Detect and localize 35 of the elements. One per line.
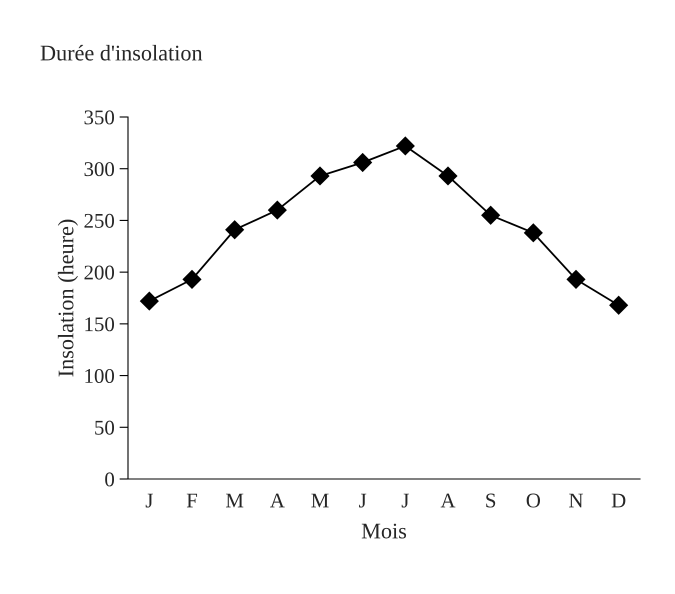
point bbox=[225, 220, 244, 240]
point bbox=[396, 136, 415, 156]
point bbox=[310, 166, 330, 186]
point bbox=[268, 200, 287, 220]
y-tick-label: 0 bbox=[105, 472, 114, 486]
x-tick-label: J bbox=[402, 494, 409, 508]
x-axis-title: Mois bbox=[362, 524, 406, 539]
x-tick-label: A bbox=[440, 494, 456, 508]
x-tick-label: S bbox=[486, 494, 496, 508]
point bbox=[438, 166, 458, 186]
x-tick-label: J bbox=[359, 494, 366, 508]
y-tick-label: 250 bbox=[84, 214, 114, 228]
x-tick-label: N bbox=[569, 494, 584, 508]
chart-title: Durée d'insolation bbox=[40, 44, 202, 61]
x-tick-label: A bbox=[270, 494, 285, 508]
x-tick-label: F bbox=[186, 494, 198, 508]
y-tick-label: 150 bbox=[85, 317, 114, 332]
point bbox=[524, 223, 543, 242]
y-tick-label: 200 bbox=[84, 266, 114, 280]
x-tick-label: M bbox=[226, 494, 244, 508]
y-tick-label: 300 bbox=[84, 162, 114, 176]
y-tick-label: 350 bbox=[84, 110, 114, 124]
y-tick-label: 100 bbox=[85, 368, 114, 384]
x-tick-label: M bbox=[311, 494, 329, 508]
x-tick-label: O bbox=[526, 494, 540, 508]
point bbox=[140, 292, 159, 310]
point bbox=[353, 153, 372, 172]
point bbox=[609, 296, 628, 315]
y-tick-label: 50 bbox=[95, 420, 114, 435]
point bbox=[481, 206, 500, 225]
point bbox=[182, 270, 202, 289]
y-axis-title: Insolation (heure) bbox=[58, 220, 78, 376]
x-tick-label: D bbox=[612, 494, 626, 508]
x-tick-label: J bbox=[146, 494, 153, 508]
point bbox=[566, 270, 586, 289]
